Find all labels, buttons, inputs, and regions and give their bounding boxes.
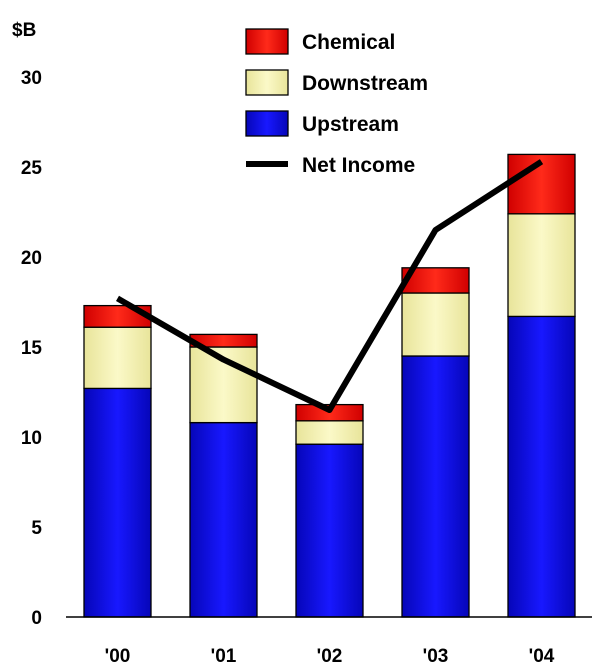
y-tick-label: 10 xyxy=(21,428,42,449)
bar-segment-upstream xyxy=(189,421,258,618)
bar-stacks xyxy=(83,153,576,618)
legend-label-net-income: Net Income xyxy=(302,154,415,177)
legend-label-upstream: Upstream xyxy=(302,113,399,136)
bar-segment-upstream xyxy=(507,315,576,618)
legend-swatch-upstream xyxy=(245,110,289,137)
y-tick-label: 20 xyxy=(21,248,42,269)
y-tick-label: 30 xyxy=(21,68,42,89)
y-axis-unit-label: $B xyxy=(12,20,36,41)
x-axis-ticks: '00 '01 '02 '03 '04 xyxy=(105,646,555,667)
y-tick-label: 15 xyxy=(21,338,43,359)
x-tick-label: '02 xyxy=(317,646,343,667)
legend-label-chemical: Chemical xyxy=(302,31,395,54)
bar-segment-downstream xyxy=(507,213,576,318)
net-income-line-group xyxy=(115,159,544,413)
y-tick-label: 0 xyxy=(31,608,42,629)
bar-segment-upstream xyxy=(83,387,152,618)
y-tick-label: 5 xyxy=(31,518,42,539)
legend: Chemical Downstream Upstream Net Income xyxy=(245,28,428,177)
bar-segment-downstream xyxy=(401,292,470,357)
x-tick-label: '00 xyxy=(105,646,131,667)
bar-segment-upstream xyxy=(295,443,364,618)
legend-label-downstream: Downstream xyxy=(302,72,428,95)
net-income-line xyxy=(115,159,544,413)
x-tick-label: '04 xyxy=(529,646,555,667)
y-tick-label: 25 xyxy=(21,158,43,179)
x-tick-label: '03 xyxy=(423,646,449,667)
x-tick-label: '01 xyxy=(211,646,237,667)
legend-swatch-downstream xyxy=(245,69,289,96)
bar-segment-upstream xyxy=(401,355,470,618)
bar-segment-downstream xyxy=(83,326,152,390)
bar-segment-downstream xyxy=(295,420,364,445)
y-axis-ticks: 0 5 10 15 20 25 30 xyxy=(21,68,43,629)
legend-swatch-chemical xyxy=(245,28,289,55)
